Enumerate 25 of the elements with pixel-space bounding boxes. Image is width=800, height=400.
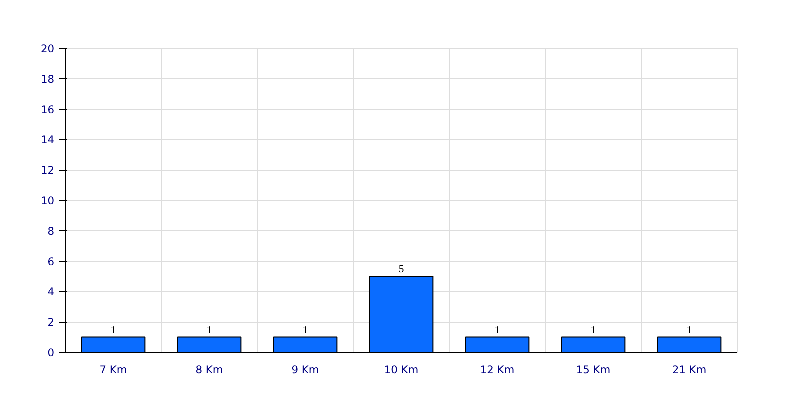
x-tick-label: 12 Km	[480, 364, 515, 376]
data-label: 1	[302, 325, 308, 336]
x-tick-label: 7 Km	[100, 364, 128, 376]
x-tick-label: 9 Km	[292, 364, 320, 376]
y-tick-label: 6	[48, 255, 55, 268]
y-tick-label: 14	[40, 134, 55, 147]
x-tick-label: 8 Km	[196, 364, 224, 376]
y-tick-label: 18	[40, 72, 55, 86]
data-label: 1	[494, 325, 500, 336]
y-tick-label: 0	[48, 346, 55, 360]
data-label: 1	[206, 325, 212, 336]
y-tick-label: 12	[40, 164, 55, 178]
y-tick-label: 8	[48, 224, 55, 238]
y-tick-label: 16	[40, 103, 55, 116]
data-label: 5	[398, 264, 404, 276]
data-label: 1	[110, 325, 116, 336]
y-tick-label: 10	[40, 194, 55, 208]
y-tick-label: 4	[48, 286, 55, 299]
data-label: 1	[686, 325, 692, 336]
x-tick-label: 21 Km	[672, 364, 707, 376]
y-tick-label: 20	[40, 42, 55, 56]
y-tick-label: 2	[48, 316, 54, 330]
x-tick-label: 10 Km	[384, 364, 419, 376]
data-label: 1	[590, 325, 596, 336]
x-tick-label: 15 Km	[576, 364, 611, 376]
